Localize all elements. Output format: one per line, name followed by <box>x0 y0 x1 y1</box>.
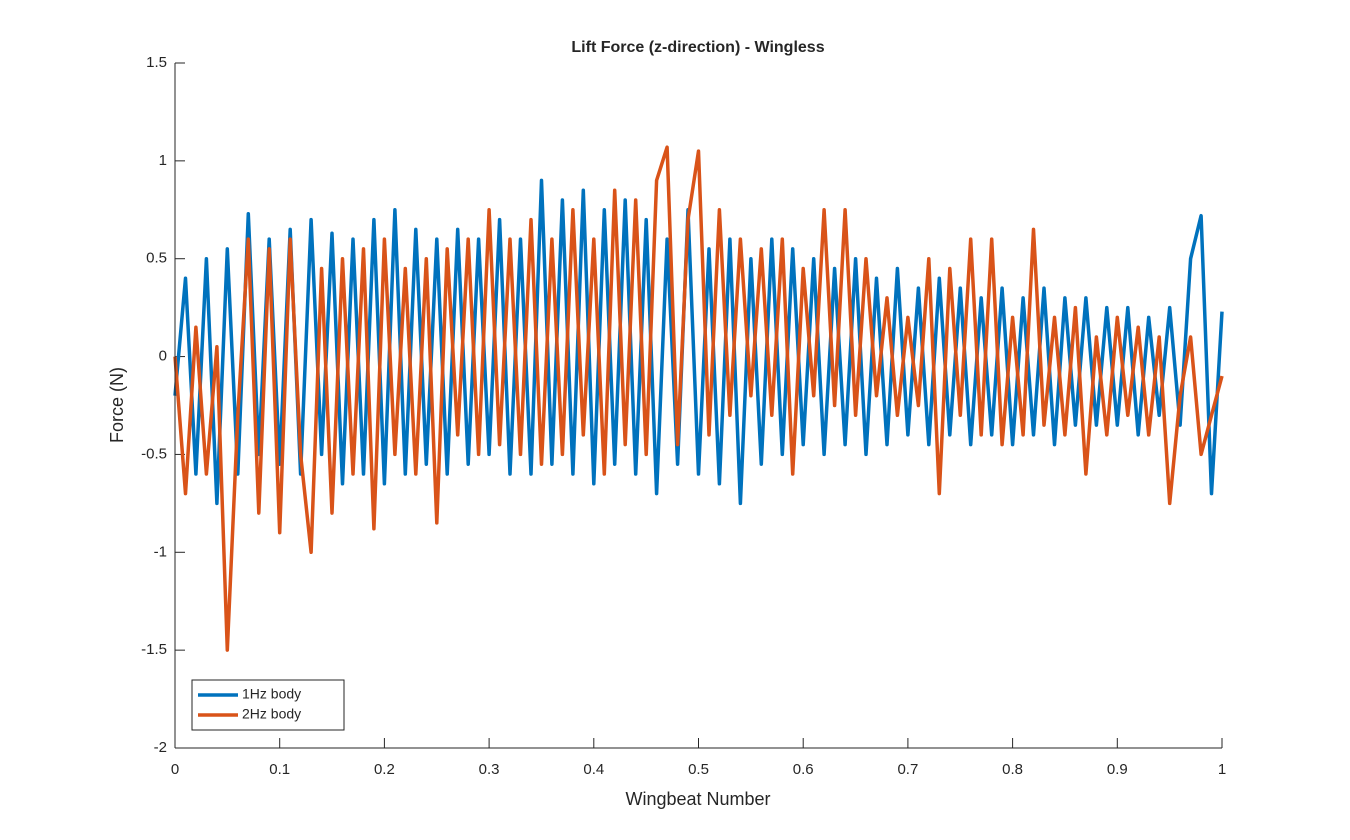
x-tick-label: 0.8 <box>1002 761 1023 778</box>
x-tick-label: 0 <box>171 761 179 778</box>
x-tick-label: 0.2 <box>374 761 395 778</box>
x-tick-label: 0.3 <box>479 761 500 778</box>
x-axis-label: Wingbeat Number <box>625 789 770 809</box>
y-tick-label: 0.5 <box>146 250 167 267</box>
legend-label: 1Hz body <box>242 686 301 702</box>
y-axis-label: Force (N) <box>107 367 127 443</box>
chart-title: Lift Force (z-direction) - Wingless <box>571 39 824 56</box>
data-line <box>173 145 1224 652</box>
data-line <box>173 178 1224 506</box>
y-tick-label: 0 <box>159 348 167 365</box>
x-tick-label: 0.9 <box>1107 761 1128 778</box>
y-tick-label: -1.5 <box>141 641 167 658</box>
x-tick-label: 0.7 <box>897 761 918 778</box>
x-tick-label: 0.5 <box>688 761 709 778</box>
y-tick-label: 1 <box>159 152 167 169</box>
x-tick-label: 0.4 <box>583 761 604 778</box>
legend-box <box>191 679 345 731</box>
y-tick-label: 1.5 <box>146 54 167 71</box>
y-tick-label: -0.5 <box>141 445 167 462</box>
y-tick-label: -2 <box>154 739 167 756</box>
x-tick-label: 1 <box>1218 761 1226 778</box>
y-tick-label: -1 <box>154 543 167 560</box>
legend: 1Hz body 2Hz body <box>191 679 345 731</box>
x-tick-label: 0.6 <box>793 761 814 778</box>
x-tick-label: 0.1 <box>269 761 290 778</box>
legend-label: 2Hz body <box>242 706 301 722</box>
